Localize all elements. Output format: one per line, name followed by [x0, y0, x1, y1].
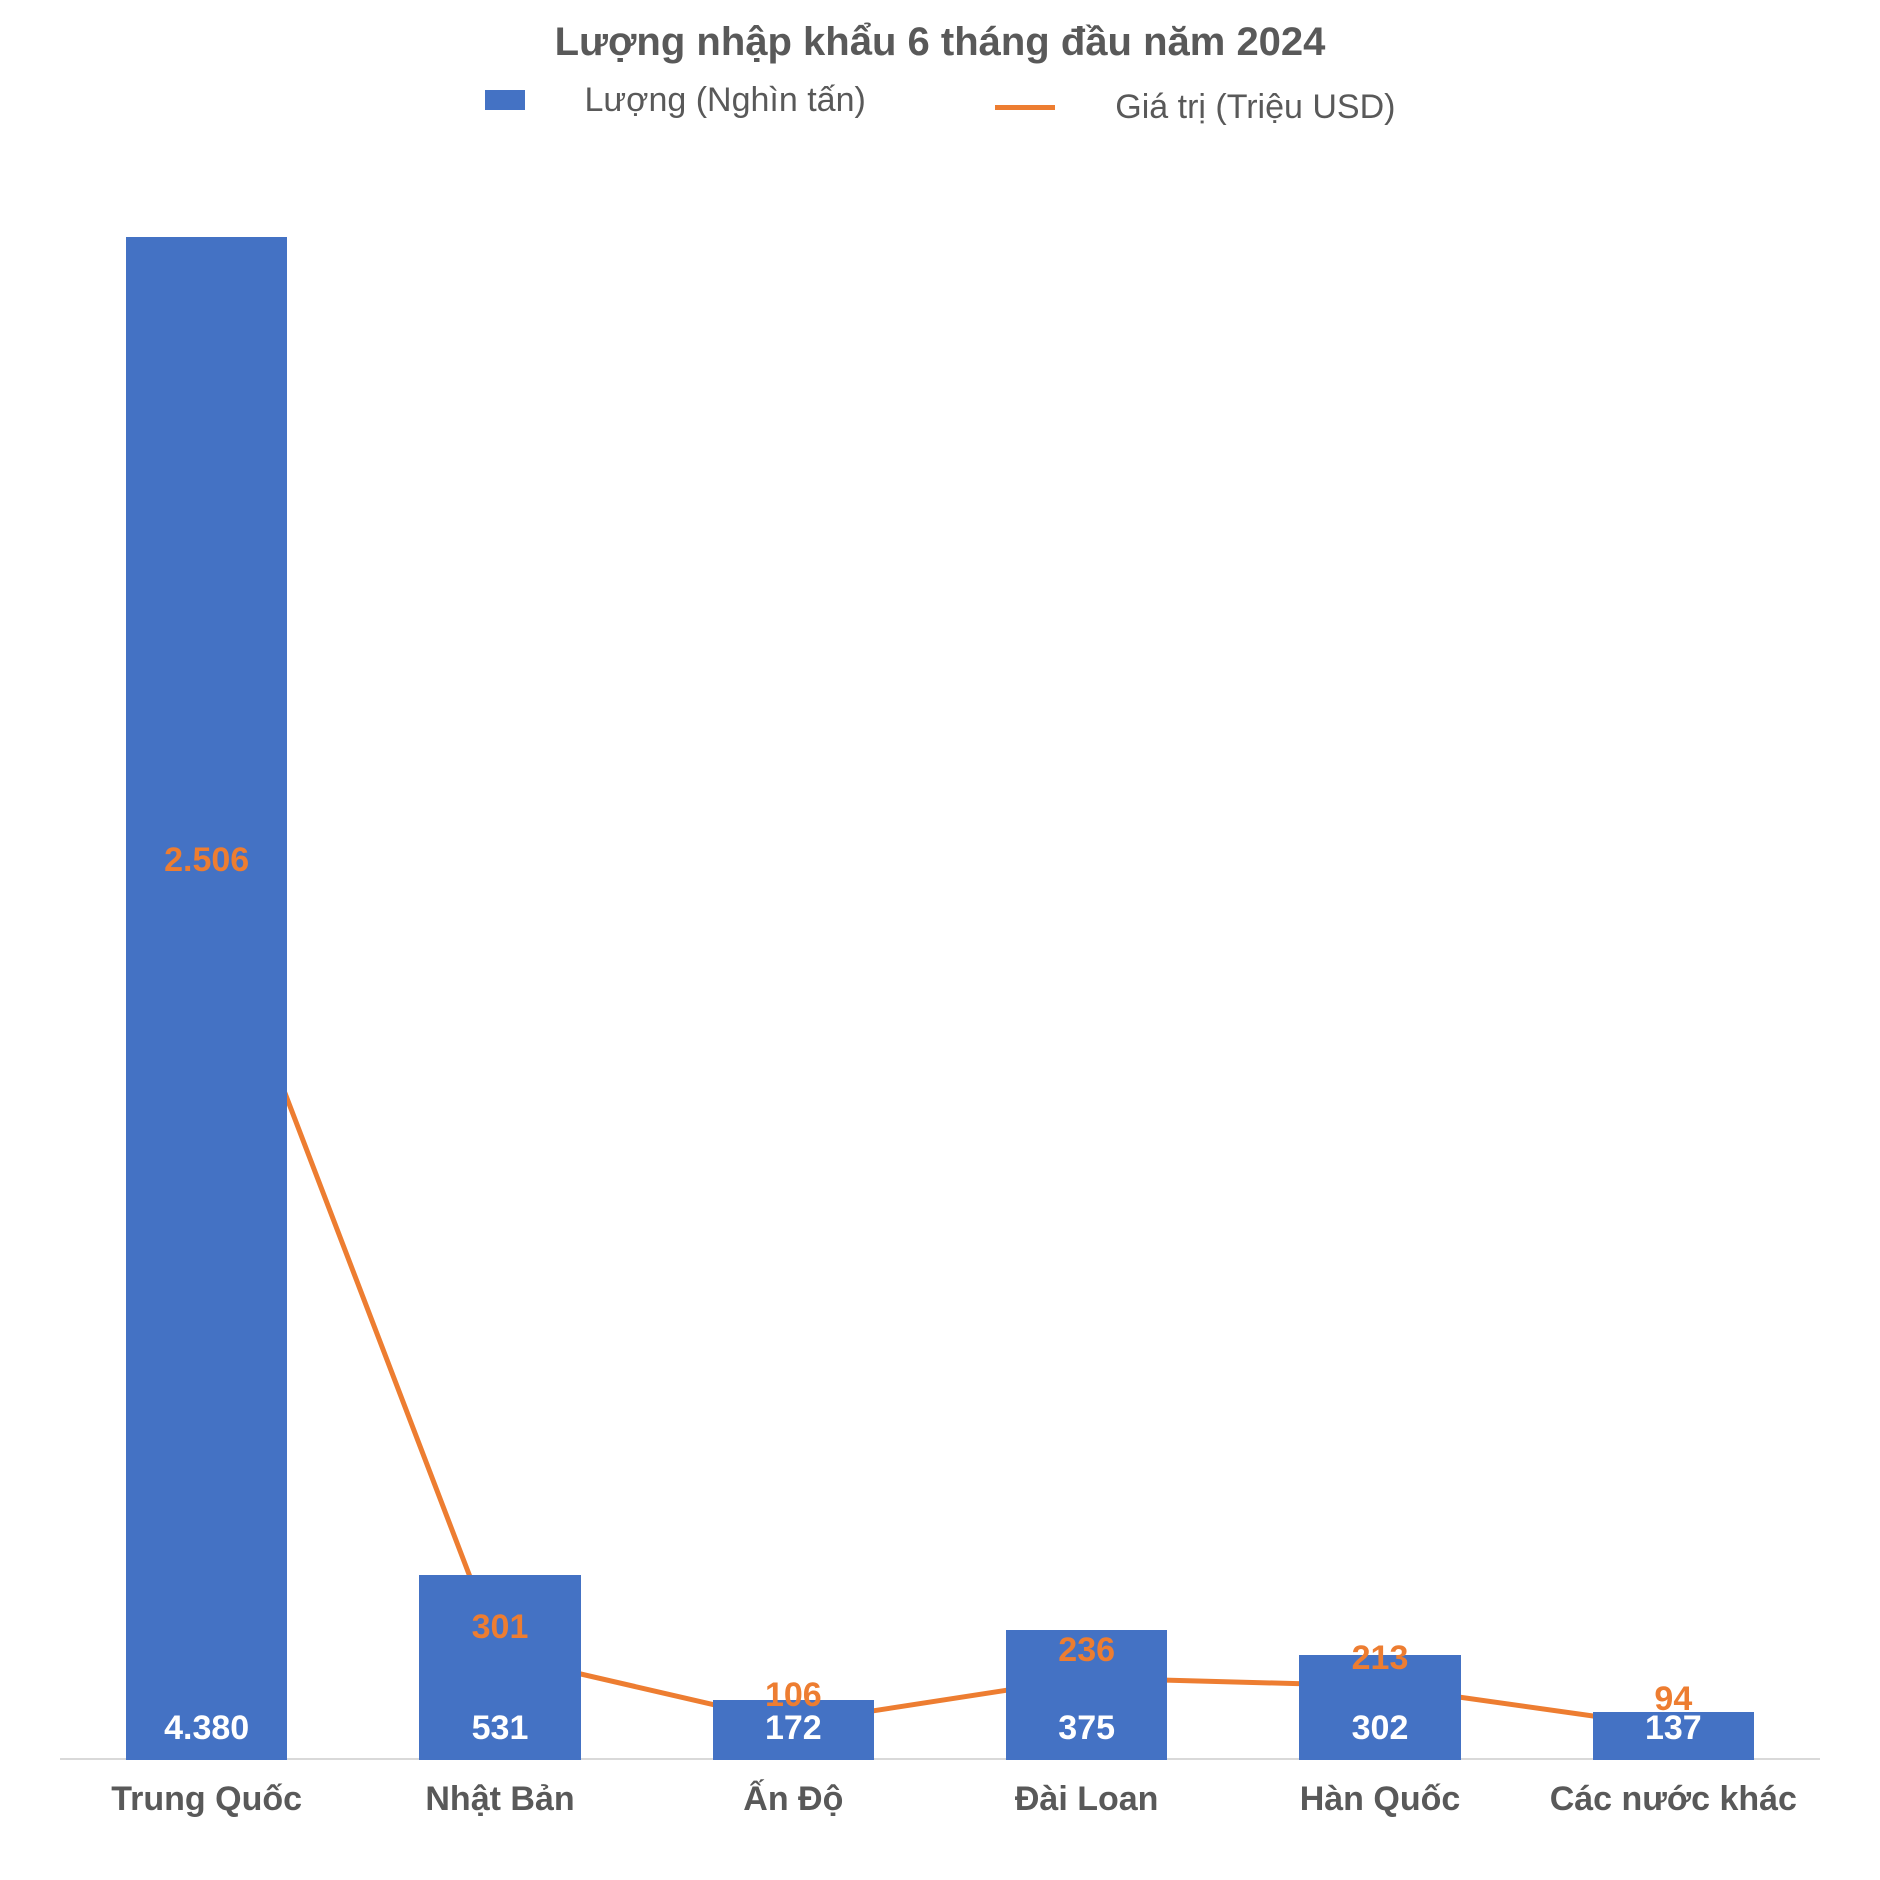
line-value-label: 236 — [1058, 1631, 1115, 1670]
bar-value-label: 4.380 — [164, 1709, 249, 1748]
line-value-label: 213 — [1352, 1639, 1409, 1678]
legend-line-swatch — [995, 105, 1055, 110]
x-axis-label: Trung Quốc — [111, 1780, 302, 1819]
line-value-label: 301 — [472, 1608, 529, 1647]
x-axis-label: Hàn Quốc — [1300, 1780, 1461, 1819]
legend-bar-swatch — [485, 90, 525, 110]
chart-legend: Lượng (Nghìn tấn) Giá trị (Triệu USD) — [0, 80, 1880, 127]
chart-title: Lượng nhập khẩu 6 tháng đầu năm 2024 — [0, 20, 1880, 65]
plot-area: 4.380Trung Quốc2.506531Nhật Bản301172Ấn … — [60, 160, 1820, 1760]
x-axis-label: Nhật Bản — [425, 1780, 574, 1819]
x-axis-label: Các nước khác — [1550, 1780, 1797, 1819]
line-value-label: 94 — [1654, 1680, 1692, 1719]
line-series-svg — [60, 160, 1820, 1760]
chart-container: Lượng nhập khẩu 6 tháng đầu năm 2024 Lượ… — [0, 0, 1880, 1880]
legend-item-line: Giá trị (Triệu USD) — [965, 88, 1425, 127]
x-axis-label: Ấn Độ — [743, 1780, 843, 1819]
x-axis-label: Đài Loan — [1015, 1780, 1159, 1819]
bar-value-label: 302 — [1352, 1709, 1409, 1748]
line-value-label: 106 — [765, 1676, 822, 1715]
legend-item-bar: Lượng (Nghìn tấn) — [455, 81, 896, 120]
legend-line-label: Giá trị (Triệu USD) — [1115, 88, 1395, 127]
bar-value-label: 375 — [1058, 1709, 1115, 1748]
bar-value-label: 531 — [472, 1709, 529, 1748]
bar — [126, 237, 287, 1760]
line-value-label: 2.506 — [164, 841, 249, 880]
legend-bar-label: Lượng (Nghìn tấn) — [585, 81, 866, 120]
